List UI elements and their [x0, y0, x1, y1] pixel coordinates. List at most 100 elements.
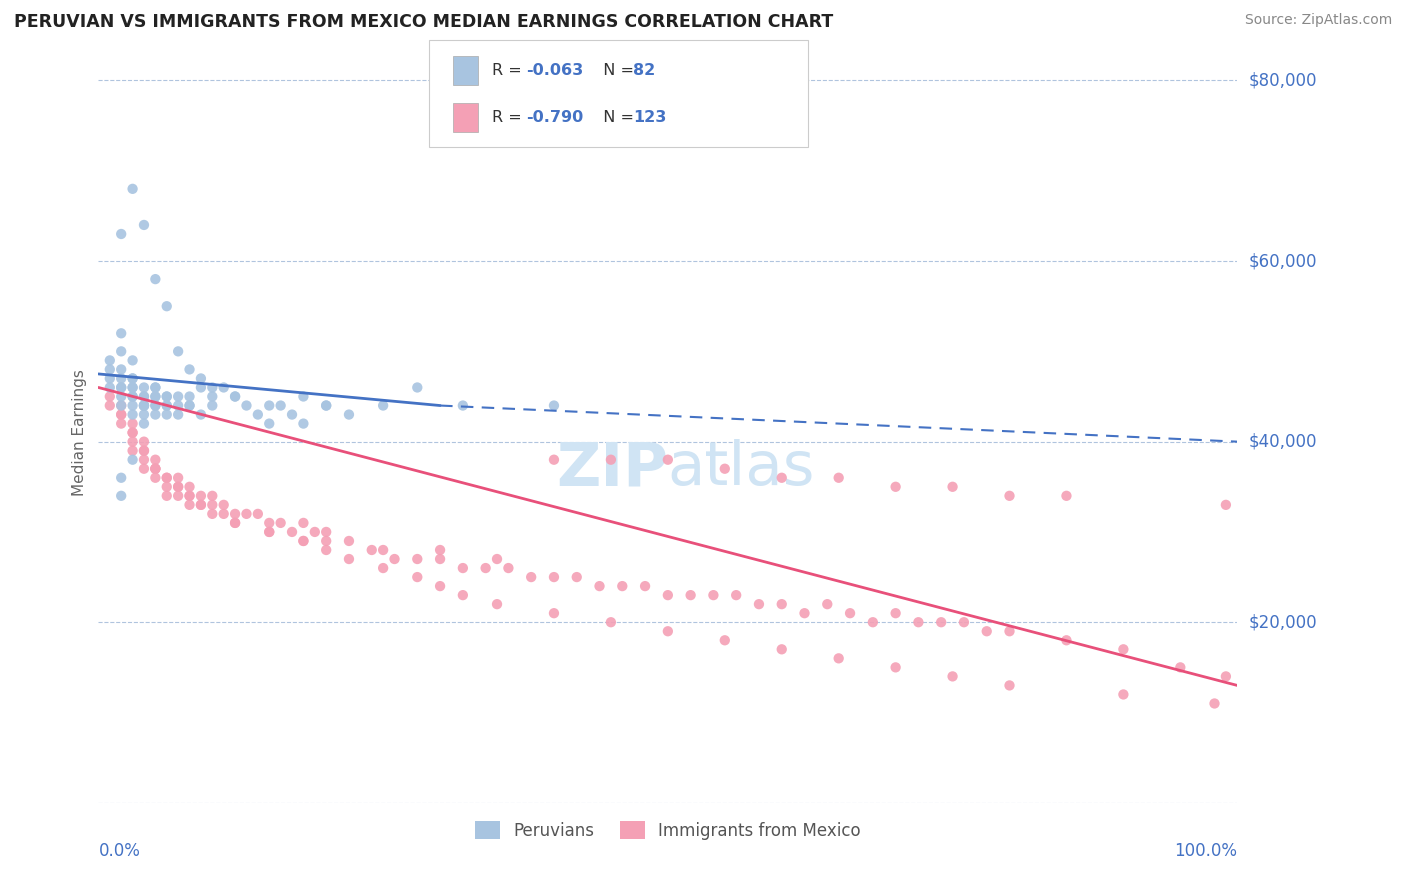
Point	[259, 399, 281, 413]
Point	[657, 452, 679, 467]
Point	[281, 524, 304, 539]
Point	[110, 344, 132, 359]
Point	[360, 543, 382, 558]
Point	[315, 533, 337, 548]
Point	[862, 615, 884, 630]
Point	[132, 417, 155, 431]
Point	[110, 399, 132, 413]
Point	[770, 642, 793, 657]
Point	[156, 408, 179, 422]
Point	[121, 452, 143, 467]
Point	[121, 380, 143, 394]
Point	[145, 408, 167, 422]
Point	[179, 399, 201, 413]
Point	[98, 362, 121, 376]
Point	[543, 606, 565, 620]
Point	[224, 390, 246, 404]
Point	[110, 408, 132, 422]
Point	[942, 669, 965, 683]
Point	[212, 507, 235, 521]
Y-axis label: Median Earnings: Median Earnings	[72, 369, 87, 496]
Point	[953, 615, 976, 630]
Point	[292, 417, 315, 431]
Point	[110, 489, 132, 503]
Point	[110, 390, 132, 404]
Point	[884, 660, 907, 674]
Point	[702, 588, 724, 602]
Point	[315, 524, 337, 539]
Point	[451, 399, 474, 413]
Point	[565, 570, 588, 584]
Point	[486, 552, 509, 566]
Point	[235, 399, 257, 413]
Point	[190, 498, 212, 512]
Point	[201, 489, 224, 503]
Point	[132, 452, 155, 467]
Point	[121, 417, 143, 431]
Point	[110, 380, 132, 394]
Point	[884, 606, 907, 620]
Point	[770, 471, 793, 485]
Point	[121, 371, 143, 385]
Point	[132, 380, 155, 394]
Point	[167, 471, 190, 485]
Point	[246, 408, 269, 422]
Point	[246, 507, 269, 521]
Point	[748, 597, 770, 611]
Text: N =: N =	[593, 63, 640, 78]
Point	[201, 507, 224, 521]
Point	[121, 443, 143, 458]
Text: PERUVIAN VS IMMIGRANTS FROM MEXICO MEDIAN EARNINGS CORRELATION CHART: PERUVIAN VS IMMIGRANTS FROM MEXICO MEDIA…	[14, 13, 834, 31]
Text: ZIP: ZIP	[555, 439, 668, 499]
Point	[486, 597, 509, 611]
Point	[292, 390, 315, 404]
Point	[145, 272, 167, 286]
Point	[167, 344, 190, 359]
Point	[588, 579, 610, 593]
Point	[998, 489, 1021, 503]
Text: -0.790: -0.790	[526, 111, 583, 125]
Point	[156, 480, 179, 494]
Point	[145, 380, 167, 394]
Point	[907, 615, 929, 630]
Point	[725, 588, 748, 602]
Point	[179, 498, 201, 512]
Point	[145, 461, 167, 475]
Point	[98, 399, 121, 413]
Point	[1056, 633, 1078, 648]
Point	[121, 390, 143, 404]
Point	[292, 533, 315, 548]
Point	[201, 498, 224, 512]
Point	[110, 371, 132, 385]
Point	[132, 399, 155, 413]
Point	[98, 353, 121, 368]
Point	[145, 399, 167, 413]
Point	[156, 399, 179, 413]
Text: N =: N =	[593, 111, 640, 125]
Point	[337, 533, 360, 548]
Point	[132, 399, 155, 413]
Point	[132, 443, 155, 458]
Point	[634, 579, 657, 593]
Point	[156, 399, 179, 413]
Point	[190, 498, 212, 512]
Point	[190, 408, 212, 422]
Point	[292, 533, 315, 548]
Point	[259, 417, 281, 431]
Point	[132, 390, 155, 404]
Point	[132, 399, 155, 413]
Point	[156, 489, 179, 503]
Point	[121, 408, 143, 422]
Point	[179, 399, 201, 413]
Point	[201, 380, 224, 394]
Point	[498, 561, 520, 575]
Point	[679, 588, 702, 602]
Point	[121, 425, 143, 440]
Point	[828, 651, 851, 665]
Point	[190, 371, 212, 385]
Point	[156, 471, 179, 485]
Point	[167, 390, 190, 404]
Point	[657, 588, 679, 602]
Point	[190, 489, 212, 503]
Text: $80,000: $80,000	[1249, 71, 1317, 89]
